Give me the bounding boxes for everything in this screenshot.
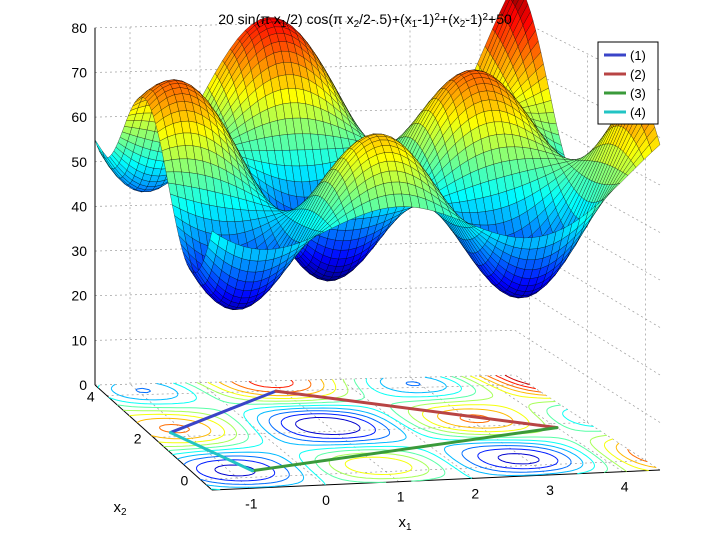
z-tick-label: 70 — [71, 64, 87, 80]
contour-line — [123, 375, 627, 480]
legend-label: (1) — [630, 48, 646, 63]
grid-line — [479, 375, 623, 472]
path-line-2 — [274, 389, 559, 430]
y-tick-label: 2 — [134, 431, 142, 447]
legend: (1) (2) (3) (4) — [597, 41, 659, 125]
legend-label: (3) — [630, 86, 646, 101]
contour-line — [136, 375, 657, 469]
grid-line — [129, 383, 250, 489]
chart-title: 20 sin(π x1/2) cos(π x2/2-.5)+(x1-1)2+(x… — [218, 11, 512, 30]
z-tick-label: 40 — [71, 198, 87, 214]
grid-line — [153, 422, 588, 438]
axis-labels: x1 x2 — [113, 499, 412, 533]
y-tick-label: 0 — [181, 473, 189, 489]
grid-line — [94, 330, 516, 341]
path-line-4 — [168, 431, 254, 473]
z-tick-label: 60 — [71, 109, 87, 125]
path-lines — [168, 389, 559, 473]
z-tick-label: 80 — [71, 20, 87, 36]
grid-line — [94, 17, 516, 29]
x-tick-label: 0 — [322, 492, 330, 508]
grid-line — [199, 382, 325, 486]
x-tick-label: 3 — [546, 482, 554, 498]
z-tick-label: 50 — [71, 154, 87, 170]
z-tick-label: 10 — [71, 332, 87, 348]
contour-line — [196, 413, 559, 482]
contour-line — [504, 374, 530, 385]
x-tick-label: 1 — [397, 489, 405, 505]
y-tick-label: 4 — [87, 389, 95, 405]
x-axis-label: x1 — [398, 514, 412, 533]
surface-patch — [510, 0, 514, 3]
contour-line — [248, 375, 536, 390]
surface-mesh — [94, 0, 661, 310]
surface-patch — [94, 139, 105, 158]
grid-line — [409, 377, 549, 476]
contour-line — [129, 375, 649, 475]
z-tick-label: 20 — [71, 288, 87, 304]
legend-label: (2) — [630, 67, 646, 82]
surface-patch — [649, 135, 661, 153]
x-tick-label: 2 — [471, 485, 479, 501]
x-tick-label: 4 — [621, 479, 629, 495]
grid-line — [94, 285, 516, 297]
x-tick-label: -1 — [245, 495, 258, 511]
x-axis-line — [211, 469, 661, 491]
z-tick-label: 30 — [71, 243, 87, 259]
contour-line — [97, 376, 595, 491]
grid-line — [514, 285, 661, 376]
y-axis-label: x2 — [113, 499, 127, 518]
contour-line — [135, 381, 572, 485]
grid-line — [94, 374, 516, 386]
y-axis-line — [94, 384, 213, 491]
path-line-3 — [250, 426, 559, 473]
path-line-1 — [168, 389, 278, 435]
contour-line — [110, 376, 584, 488]
legend-label: (4) — [630, 105, 646, 120]
z-tick-label: 0 — [79, 377, 87, 393]
grid-line — [106, 384, 530, 396]
surface-patch — [512, 0, 519, 7]
